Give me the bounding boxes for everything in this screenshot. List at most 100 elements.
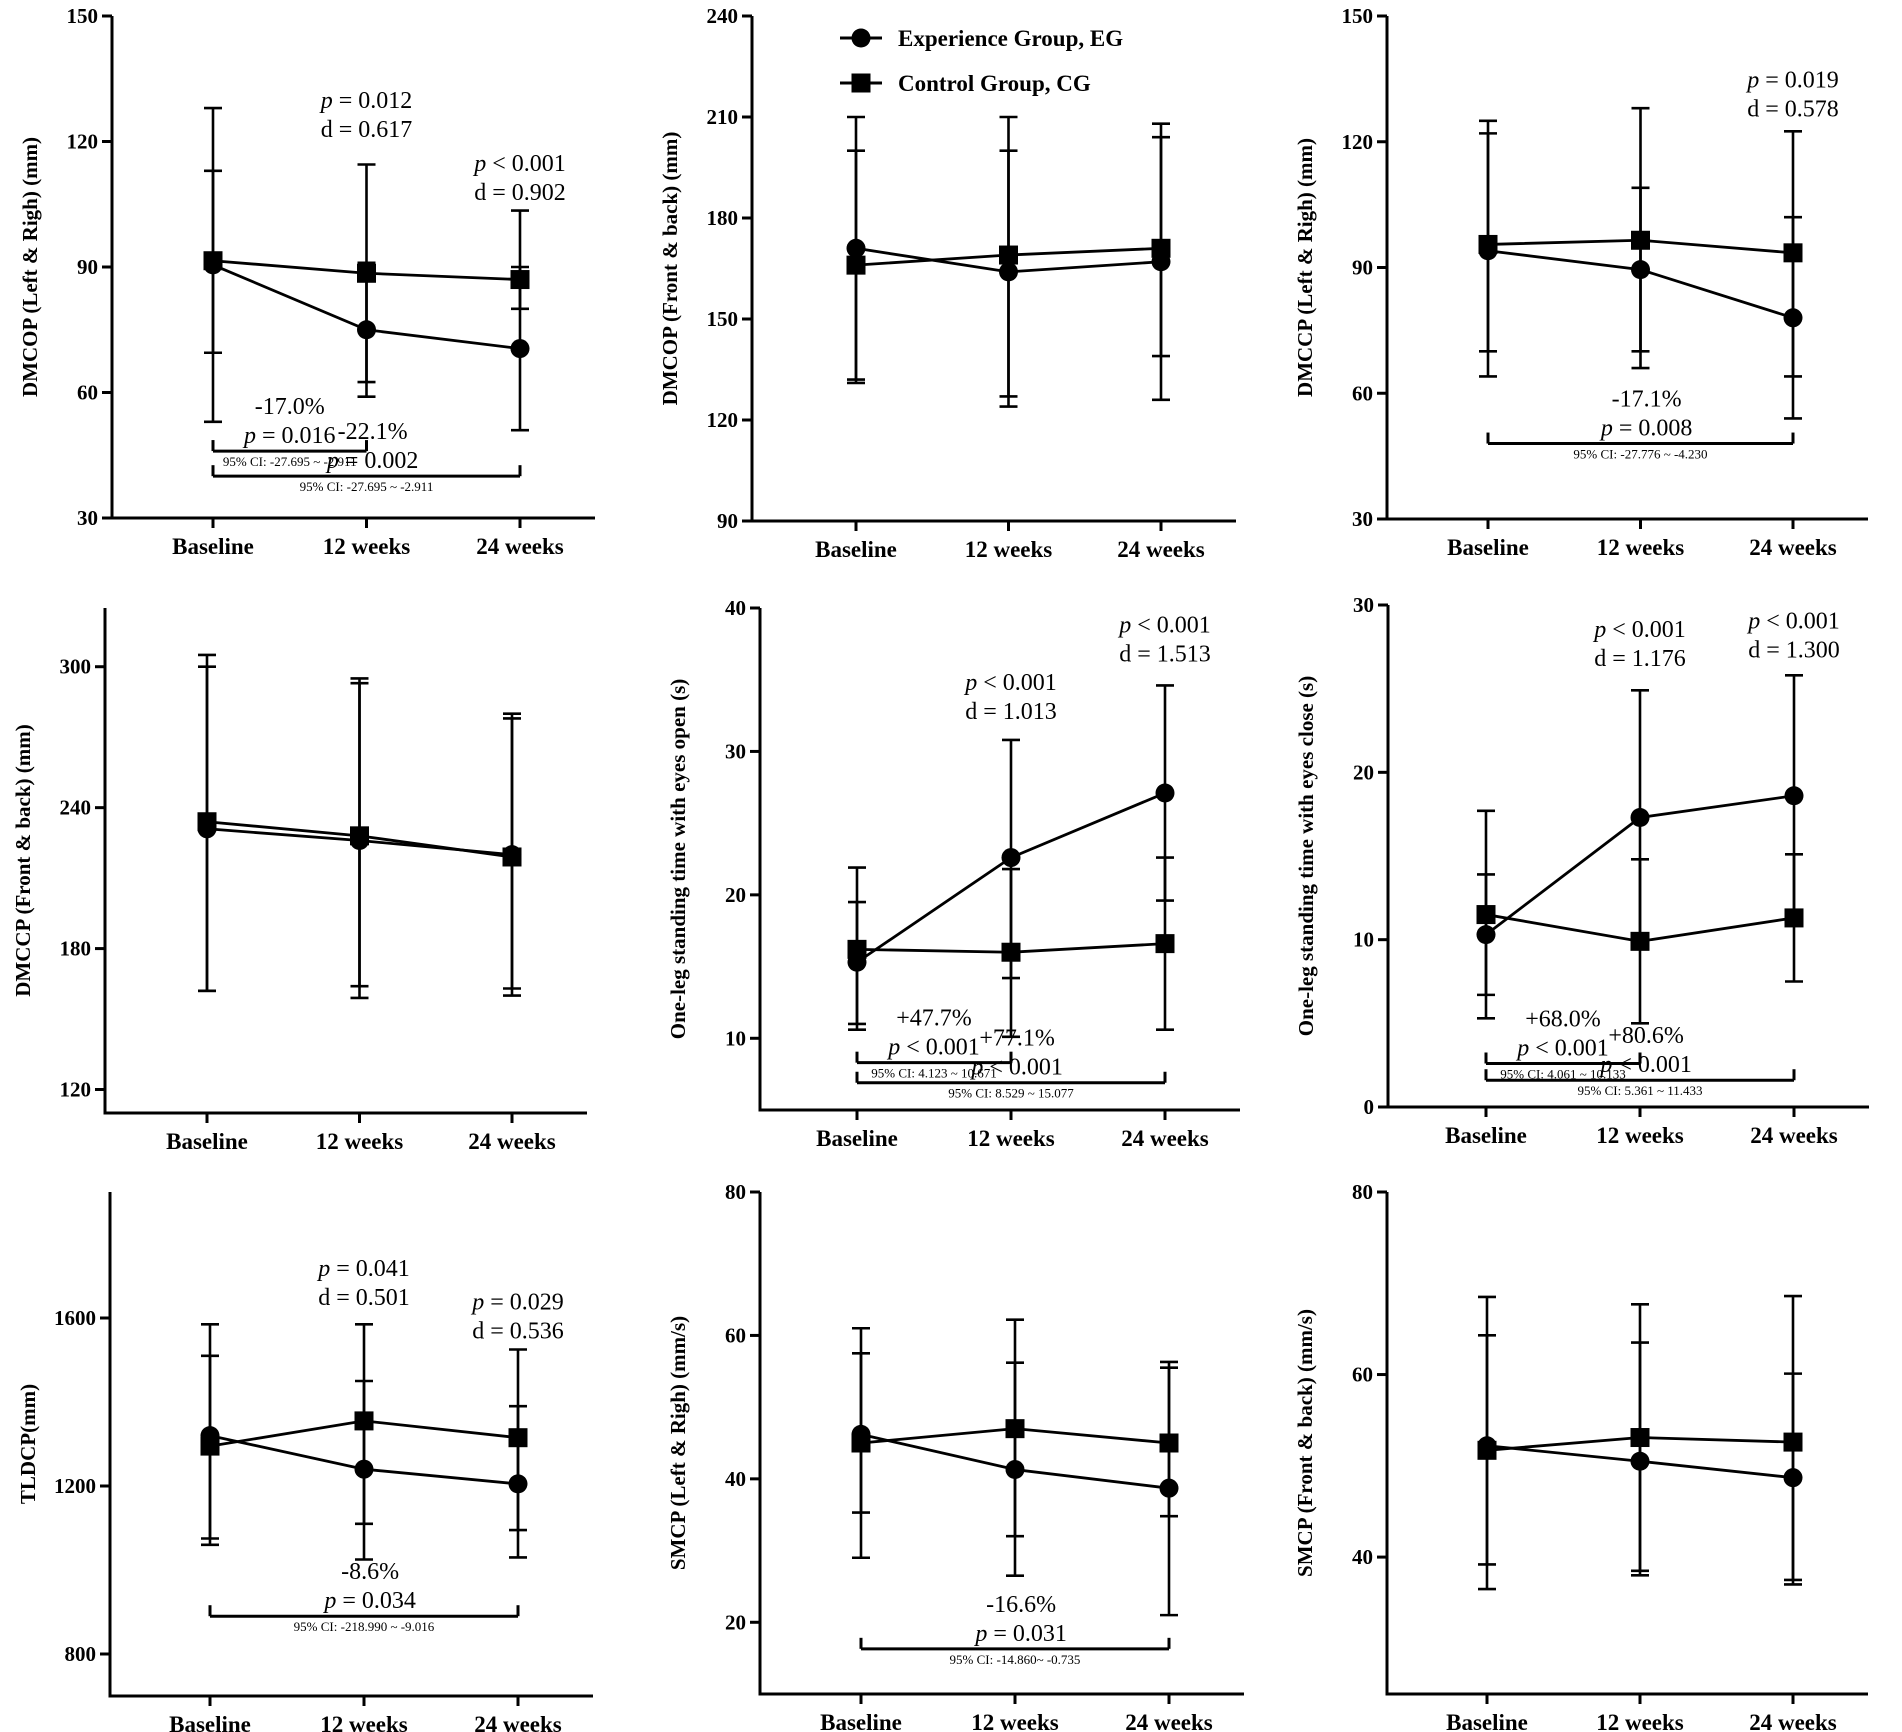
series-control-group	[200, 1323, 528, 1540]
y-tick-label: 90	[717, 509, 738, 533]
series-control-group	[846, 135, 1171, 398]
p-symbol: p	[242, 423, 262, 449]
p-symbol: p	[1117, 612, 1137, 638]
confidence-interval-label: 95% CI: -218.990 ~ -9.016	[294, 1619, 435, 1634]
p-value-label: p = 0.029	[470, 1290, 564, 1316]
data-point-square	[1159, 1433, 1179, 1453]
bracket-p-value: p = 0.031	[973, 1621, 1067, 1647]
data-point-circle	[1784, 786, 1804, 806]
data-point-square	[1001, 942, 1021, 962]
series-control-group	[1477, 1333, 1803, 1582]
x-tick-label: 12 weeks	[965, 537, 1053, 562]
x-tick-label: Baseline	[815, 537, 897, 562]
x-tick-label: Baseline	[169, 1712, 251, 1732]
chart-panel-5: 10 20 30 40 Baseline 12 weeks 24 weeks One-leg …	[666, 596, 1240, 1151]
series-control-group	[851, 1318, 1179, 1538]
bracket-p-value: p < 0.001	[969, 1055, 1063, 1081]
y-tick-label: 20	[725, 1610, 746, 1634]
data-point-square	[354, 1411, 374, 1431]
stat-value: < 0.001	[1535, 1035, 1609, 1061]
effect-size-label: d = 1.013	[965, 699, 1057, 725]
p-value-label: p = 0.012	[319, 88, 413, 114]
y-tick-label: 80	[1352, 1180, 1373, 1204]
p-symbol: p	[886, 1035, 906, 1061]
y-tick-label: 30	[725, 739, 746, 763]
bracket-p-value: p = 0.016	[242, 423, 336, 449]
stat-value: d = 1.013	[965, 699, 1057, 725]
legend: Experience Group, EG Control Group, CG	[840, 26, 1123, 96]
y-tick-label: 90	[1352, 256, 1373, 280]
x-tick-label: 24 weeks	[468, 1129, 556, 1154]
series-control-group	[1476, 809, 1804, 1025]
chart-panel-9: 40 60 80 Baseline 12 weeks 24 weeks SMCP (Fron…	[1293, 1180, 1868, 1732]
p-value-label: p < 0.001	[1746, 608, 1840, 634]
significance-annotation: p < 0.001 d = 1.513	[1117, 612, 1211, 667]
bracket-p-value: p < 0.001	[1515, 1035, 1609, 1061]
y-axis-label: SMCP (Front & back) (mm/s)	[1293, 1309, 1317, 1577]
confidence-interval-label: 95% CI: 4.123 ~ 10.671	[871, 1066, 996, 1081]
comparison-bracket: +47.7% p < 0.001 95% CI: 4.123 ~ 10.671	[855, 1006, 1013, 1081]
effect-size-label: d = 0.902	[474, 180, 566, 206]
stat-value: = 0.016	[262, 423, 336, 449]
p-symbol: p	[319, 88, 339, 114]
percent-change-label: -22.1%	[338, 419, 408, 445]
stat-value: = 0.029	[490, 1290, 564, 1316]
y-axis-label: DMCCP (Front & back) (mm)	[11, 724, 35, 997]
y-tick-label: 10	[725, 1026, 746, 1050]
stat-value: d = 1.513	[1119, 641, 1211, 667]
stat-value: = 0.031	[993, 1621, 1067, 1647]
p-symbol: p	[1598, 1052, 1618, 1078]
bracket-p-value: p < 0.001	[1598, 1052, 1692, 1078]
y-tick-label: 240	[60, 796, 92, 820]
effect-size-label: d = 0.501	[318, 1285, 410, 1311]
significance-annotation: p = 0.019 d = 0.578	[1745, 67, 1839, 122]
data-point-square	[1631, 230, 1650, 250]
p-symbol: p	[470, 1290, 490, 1316]
y-tick-label: 40	[725, 596, 746, 620]
y-tick-label: 800	[65, 1642, 97, 1666]
significance-annotation: p < 0.001 d = 1.176	[1592, 617, 1686, 672]
p-symbol: p	[322, 1588, 342, 1614]
stat-value: = 0.019	[1765, 67, 1839, 93]
x-tick-label: 12 weeks	[320, 1712, 408, 1732]
stat-value: < 0.001	[1137, 612, 1211, 638]
stat-value: < 0.001	[983, 670, 1057, 696]
data-point-square	[1630, 931, 1650, 951]
p-value-label: p < 0.001	[1592, 617, 1686, 643]
y-tick-label: 10	[1353, 928, 1374, 952]
data-point-square	[999, 245, 1018, 265]
x-tick-label: 12 weeks	[967, 1126, 1055, 1151]
x-tick-label: Baseline	[166, 1129, 248, 1154]
y-tick-label: 150	[67, 4, 99, 28]
data-point-square	[1477, 1440, 1497, 1460]
y-tick-label: 240	[707, 4, 739, 28]
significance-annotation: p = 0.041 d = 0.501	[316, 1256, 410, 1311]
p-symbol: p	[963, 670, 983, 696]
percent-change-label: +47.7%	[896, 1006, 972, 1032]
y-tick-label: 1600	[54, 1306, 96, 1330]
x-tick-label: 24 weeks	[1117, 537, 1205, 562]
data-point-square	[847, 939, 867, 959]
chart-panel-8: 20 40 60 80 Baseline 12 weeks 24 weeks SMCP (Le…	[666, 1180, 1244, 1732]
y-tick-label: 120	[60, 1078, 92, 1102]
series-control-group	[197, 653, 522, 993]
data-point-square	[1783, 243, 1803, 263]
x-tick-label: 12 weeks	[971, 1710, 1059, 1732]
y-axis-label: DMCCP (Left & Righ) (mm)	[1293, 138, 1317, 397]
x-tick-label: Baseline	[1447, 535, 1529, 560]
stat-value: = 0.008	[1619, 416, 1693, 442]
y-tick-label: 30	[77, 506, 98, 530]
effect-size-label: d = 1.513	[1119, 641, 1211, 667]
confidence-interval-label: 95% CI: 4.061 ~ 10.133	[1500, 1066, 1625, 1081]
stat-value: = 0.041	[336, 1256, 410, 1282]
stat-value: d = 0.501	[318, 1285, 410, 1311]
stat-value: < 0.001	[1618, 1052, 1692, 1078]
y-axis-label: DMCOP (Left & Righ) (mm)	[18, 137, 42, 397]
stat-value: < 0.001	[1612, 617, 1686, 643]
legend-item-experience-group: Experience Group, EG	[840, 26, 1123, 51]
confidence-interval-label: 95% CI: -27.695 ~ -2.911	[300, 479, 434, 494]
data-point-square	[1630, 1428, 1650, 1448]
legend-marker-square	[851, 73, 871, 93]
